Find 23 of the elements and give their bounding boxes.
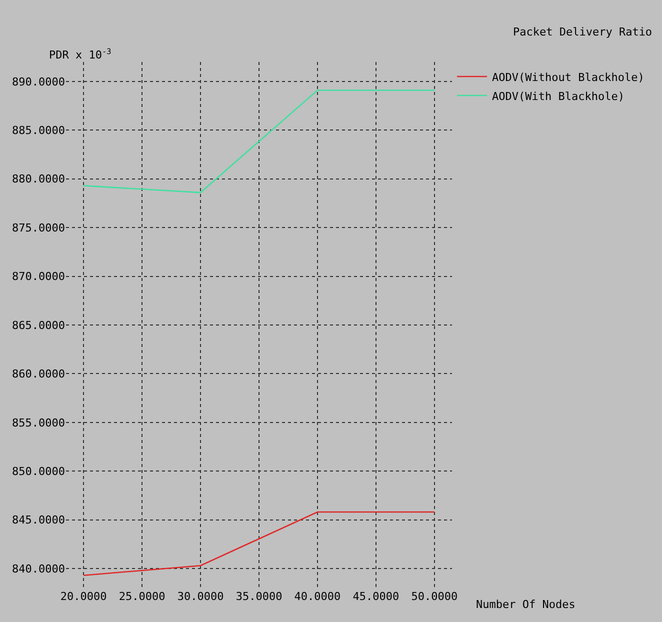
y-tick-label: 860.0000 bbox=[12, 368, 65, 381]
x-tick-label: 35.0000 bbox=[236, 590, 282, 603]
y-tick-label: 885.0000 bbox=[12, 124, 65, 138]
y-axis-title: PDR x 10$^{-3}$ bbox=[49, 47, 112, 62]
legend-label: AODV(Without Blackhole) bbox=[492, 70, 644, 84]
x-tick-label: 45.0000 bbox=[352, 590, 400, 603]
y-tick-label: 880.0000 bbox=[12, 172, 65, 186]
x-tick-label: 50.0000 bbox=[411, 590, 458, 603]
text: Packet Delivery Ratio bbox=[512, 26, 652, 39]
x-axis-title: Number Of Nodes bbox=[476, 598, 576, 611]
y-tick-label: 855.0000 bbox=[12, 416, 65, 430]
x-tick-label: 25.0000 bbox=[118, 590, 166, 603]
x-tick-label: 40.0000 bbox=[294, 590, 341, 603]
y-tick-label: 850.0000 bbox=[12, 464, 65, 478]
x-tick-label: 30.0000 bbox=[177, 590, 224, 603]
y-tick-label: 865.0000 bbox=[12, 318, 65, 332]
y-tick-label: 890.0000 bbox=[12, 75, 65, 88]
y-tick-label: 870.0000 bbox=[12, 270, 65, 284]
y-tick-label: 840.0000 bbox=[12, 562, 65, 576]
y-tick-label: 845.0000 bbox=[12, 514, 65, 527]
legend-label: AODV(With Blackhole) bbox=[492, 90, 624, 103]
x-tick-label: 20.0000 bbox=[60, 590, 107, 603]
y-tick-label: 875.0000 bbox=[12, 221, 65, 234]
